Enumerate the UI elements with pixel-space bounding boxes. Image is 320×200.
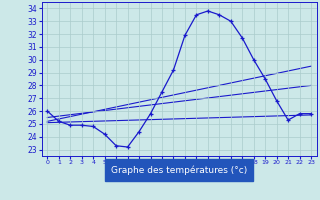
X-axis label: Graphe des températures (°c): Graphe des températures (°c) <box>111 165 247 175</box>
